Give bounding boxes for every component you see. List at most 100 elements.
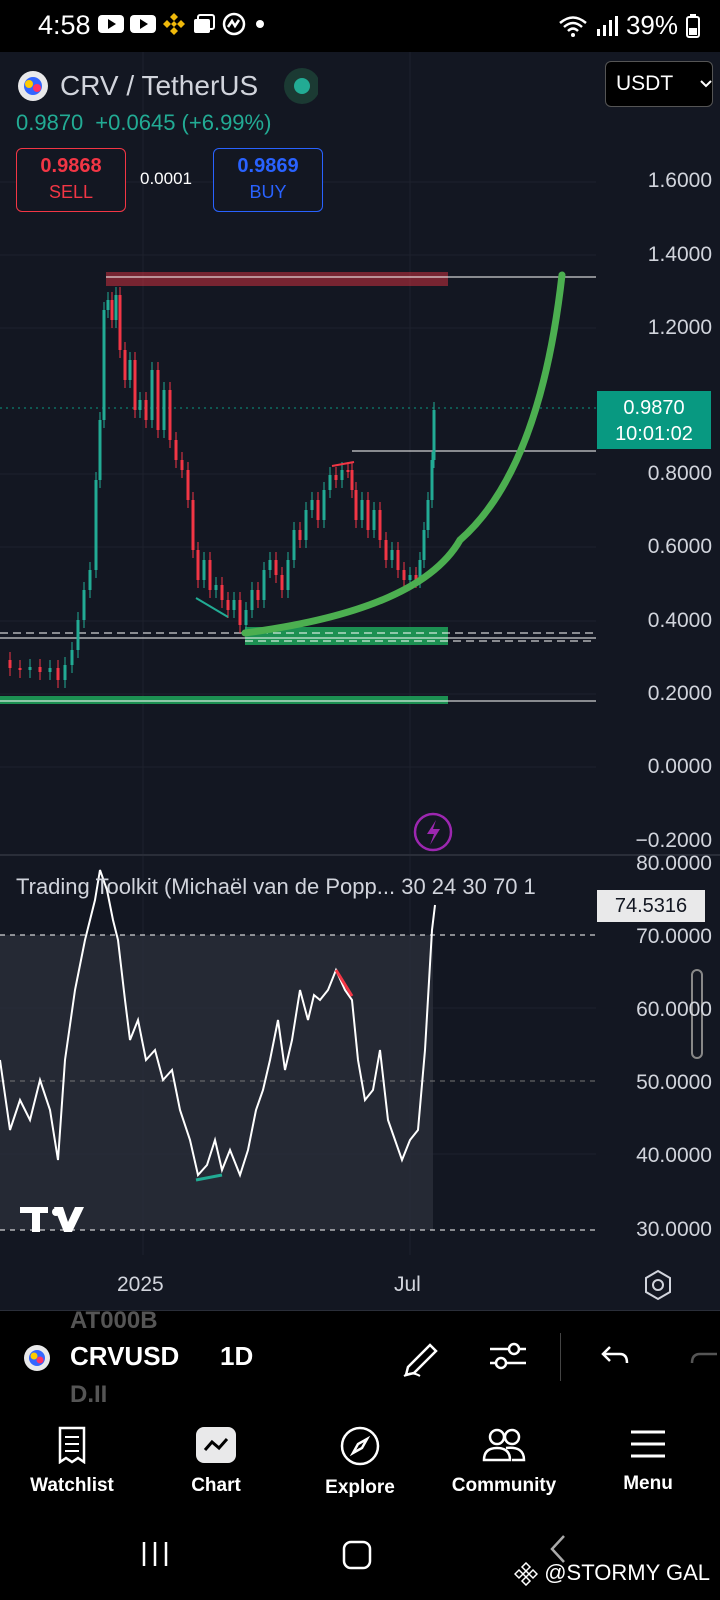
candle-body — [8, 660, 12, 668]
nav-community[interactable]: Community — [432, 1410, 576, 1510]
nav-menu[interactable]: Menu — [576, 1410, 720, 1510]
rsi-axis-label: 40.0000 — [636, 1144, 712, 1167]
sell-price: 0.9868 — [40, 155, 102, 177]
candle-countdown: 10:01:02 — [615, 423, 693, 445]
market-status-icon[interactable] — [268, 66, 319, 106]
parabolic-curve[interactable] — [241, 271, 566, 637]
candle-body — [196, 550, 200, 580]
candle-body — [162, 390, 166, 430]
price-axis-label: 0.6000 — [647, 535, 712, 558]
wifi-icon — [559, 15, 587, 37]
nav-label: Watchlist — [30, 1475, 114, 1496]
candle-body — [414, 575, 418, 580]
candle-body — [244, 610, 248, 625]
redo-icon[interactable] — [690, 1343, 720, 1369]
last-price-label-value: 0.9870 — [623, 397, 685, 419]
resistance-zone[interactable] — [106, 272, 448, 286]
candle-body — [432, 410, 436, 460]
candle-body — [328, 475, 332, 490]
candle-body — [123, 350, 127, 380]
chart-area[interactable] — [0, 52, 720, 1310]
support-zone[interactable] — [245, 627, 448, 645]
price-axis-label: 0.8000 — [647, 462, 712, 485]
chart-icon — [196, 1427, 236, 1463]
toolbar-divider — [560, 1333, 561, 1381]
candle-body — [174, 440, 178, 460]
price-axis-label: 1.6000 — [647, 169, 712, 192]
candle-body — [298, 530, 302, 540]
rsi-axis-label: 70.0000 — [636, 925, 712, 948]
battery-icon — [686, 13, 700, 38]
bottom-zone[interactable] — [0, 696, 448, 704]
cards-icon — [194, 14, 215, 33]
chevron-down-icon — [700, 80, 712, 88]
trend-line-green[interactable] — [195, 597, 229, 618]
candle-body — [422, 530, 426, 560]
tradingview-logo-dot — [52, 1208, 60, 1216]
symbol-header[interactable]: CRV / TetherUS — [16, 66, 319, 106]
candle-body — [138, 400, 142, 410]
price-axis-label: 0.4000 — [647, 609, 712, 632]
nav-explore[interactable]: Explore — [288, 1410, 432, 1510]
sell-button[interactable]: 0.9868 SELL — [16, 148, 126, 212]
time-axis-label: Jul — [394, 1273, 421, 1296]
last-price: 0.9870 — [16, 110, 84, 135]
events-icon[interactable] — [413, 812, 453, 852]
candle-body — [106, 300, 110, 310]
nav-watchlist[interactable]: Watchlist — [0, 1410, 144, 1510]
candle-body — [133, 360, 137, 410]
rsi-axis-label: 30.0000 — [636, 1218, 712, 1241]
rsi-line[interactable] — [0, 869, 436, 1178]
status-right: 39% — [558, 10, 700, 41]
chart-toolbar: AT000B CRVUSD 1D D.II — [0, 1307, 720, 1410]
nav-label: Chart — [191, 1475, 241, 1496]
indicators-icon[interactable] — [488, 1339, 528, 1373]
scroll-handle[interactable] — [691, 969, 703, 1059]
candle-body — [250, 590, 254, 610]
settings-icon-center — [652, 1279, 664, 1291]
candle-body — [63, 665, 67, 680]
buy-button[interactable]: 0.9869 BUY — [213, 148, 323, 212]
price-axis-label: 1.4000 — [647, 243, 712, 266]
price-axis-label: −0.2000 — [635, 829, 713, 852]
toolbar-interval[interactable]: 1D — [220, 1341, 254, 1371]
candle-body — [226, 600, 230, 610]
candle-body — [18, 668, 22, 670]
candle-body — [208, 560, 212, 590]
candle-body — [56, 668, 60, 680]
recents-icon[interactable] — [140, 1540, 170, 1568]
watermark: @STORMY GAL — [514, 1560, 710, 1587]
candle-body — [256, 590, 260, 600]
candlesticks[interactable] — [8, 287, 436, 688]
buy-price: 0.9869 — [237, 155, 299, 177]
currency-select[interactable]: USDT — [605, 61, 713, 107]
indicator-title[interactable]: Trading Toolkit (Michaël van de Popp... … — [16, 874, 536, 899]
rsi-value-label: 74.5316 — [597, 890, 705, 922]
candle-body — [220, 585, 224, 600]
trend-line-red[interactable] — [331, 461, 355, 467]
settings-icon[interactable] — [645, 1269, 671, 1301]
candle-body — [118, 295, 122, 350]
undo-icon[interactable] — [600, 1343, 630, 1369]
rsi-divergence-red[interactable] — [334, 969, 354, 997]
spread: 0.0001 — [140, 169, 192, 188]
youtube-icon — [98, 15, 124, 33]
symbol-name[interactable]: CRV / TetherUS — [60, 70, 259, 101]
rsi-divergence-green[interactable] — [195, 1173, 223, 1182]
rsi-band — [0, 935, 433, 1230]
pencil-icon[interactable] — [400, 1335, 440, 1377]
candle-body — [168, 390, 172, 440]
home-icon[interactable] — [342, 1540, 372, 1570]
candle-body — [310, 500, 314, 510]
candle-body — [334, 475, 338, 480]
candle-body — [426, 500, 430, 530]
candle-body — [144, 400, 148, 420]
candle-body — [214, 585, 218, 590]
toolbar-symbol[interactable]: CRVUSD — [70, 1341, 180, 1371]
chart-canvas[interactable] — [0, 52, 720, 1310]
back-icon[interactable] — [548, 1534, 568, 1564]
nav-chart[interactable]: Chart — [144, 1410, 288, 1510]
candle-body — [232, 600, 236, 610]
nav-label: Explore — [325, 1477, 395, 1498]
candle-body — [102, 310, 106, 420]
